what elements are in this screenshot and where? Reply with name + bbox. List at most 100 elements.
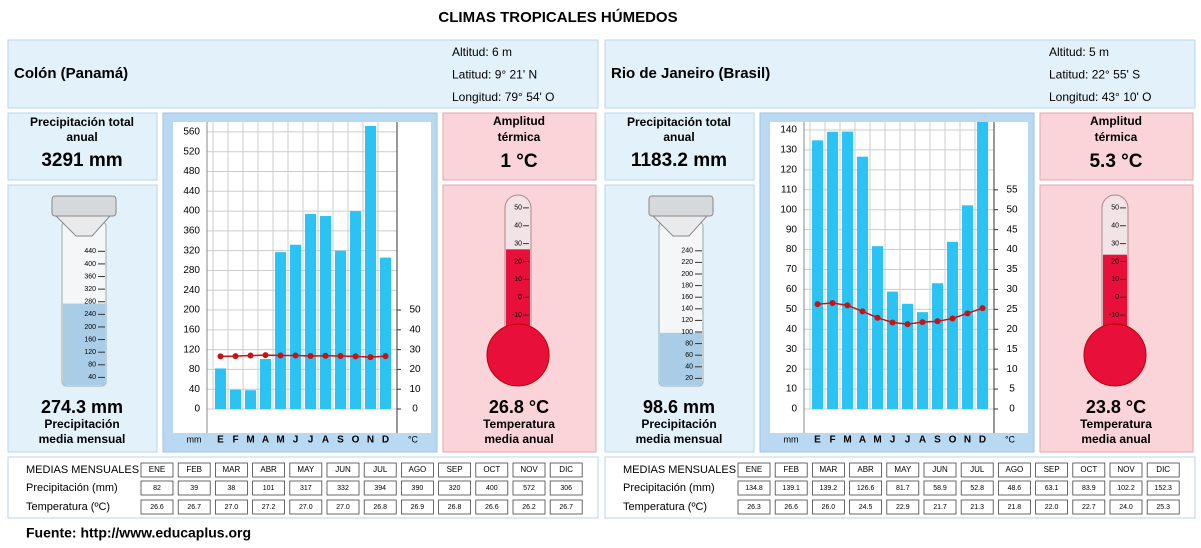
temperature-point	[217, 353, 224, 360]
thermometer-bulb	[486, 323, 550, 387]
table-cell-text: 332	[337, 485, 349, 492]
y-tick-label: 440	[183, 186, 200, 197]
y-tick-label: 110	[781, 184, 797, 195]
table-cell-text: 26.3	[747, 504, 761, 511]
table-cell-text: 306	[560, 485, 572, 492]
table-cell-text: 126.6	[857, 485, 875, 492]
thermometer-tick-label: 50	[1111, 205, 1119, 212]
total-precip-title: anual	[663, 130, 694, 144]
table-cell	[923, 480, 957, 496]
thermometer-tick-label: 0	[518, 294, 522, 301]
y2-tick-label: 35	[1006, 264, 1018, 275]
table-row-label: Precipitación (mm)	[26, 482, 118, 494]
table-cell	[1109, 480, 1143, 496]
bar	[917, 312, 928, 409]
table-cell-text: ABR	[260, 465, 277, 474]
bar	[215, 368, 226, 409]
table-cell	[1035, 462, 1068, 478]
thermometer-tick-label: 30	[514, 240, 522, 247]
table-cell-text: 320	[449, 485, 461, 492]
y-tick-label: 360	[183, 226, 200, 237]
table-cell-text: OCT	[1080, 465, 1097, 474]
mean-precip-value: 274.3 mm	[41, 397, 123, 417]
table-cell-text: 38	[228, 485, 236, 492]
mean-temp-title: Temperatura	[483, 417, 555, 431]
mean-precip-title: Precipitación	[44, 417, 119, 431]
table-cell	[1072, 499, 1106, 515]
table-cell-text: 134.8	[745, 485, 763, 492]
amplitude-value: 1 °C	[500, 151, 537, 172]
temperature-point	[262, 352, 269, 359]
table-cell	[252, 499, 286, 515]
x-tick-label: N	[964, 435, 971, 446]
location-info: Latitud: 9° 21' N	[452, 68, 537, 82]
temperature-point	[874, 314, 881, 321]
table-cell	[549, 499, 583, 515]
beaker-tick-label: 20	[685, 375, 693, 382]
beaker-funnel	[651, 215, 709, 237]
bar	[887, 291, 898, 409]
table-cell	[923, 462, 957, 478]
table-cell-text: 26.8	[448, 504, 462, 511]
header-box	[604, 39, 1196, 109]
temperature-point	[964, 310, 971, 317]
beaker-tick-label: 60	[685, 352, 693, 359]
y-axis-label: mm	[187, 434, 202, 444]
table-cell-text: 22.7	[1082, 504, 1096, 511]
table-cell	[140, 499, 174, 515]
y-tick-label: 120	[183, 344, 200, 355]
y-tick-label: 40	[189, 384, 201, 395]
plot-area	[173, 122, 431, 433]
table-cell	[1035, 499, 1068, 515]
table-cell-text: 26.7	[187, 504, 201, 511]
y2-tick-label: 10	[409, 384, 421, 395]
total-precip-title: Precipitación total	[30, 115, 134, 129]
table-cell	[737, 499, 771, 515]
y2-axis-label: °C	[408, 434, 419, 444]
beaker-tick-label: 80	[685, 340, 693, 347]
y2-tick-label: 50	[1006, 204, 1018, 215]
table-cell	[812, 462, 845, 478]
table-cell-text: 27.0	[336, 504, 350, 511]
bar	[842, 131, 853, 410]
table-cell	[737, 480, 771, 496]
table-cell	[363, 480, 397, 496]
thermometer-tick-label: 40	[1111, 223, 1119, 230]
beaker-tick-label: 120	[681, 317, 693, 324]
y-tick-label: 70	[786, 264, 798, 275]
table-cell-text: FEB	[783, 465, 799, 474]
table-cell	[438, 480, 472, 496]
mean-temp-value: 23.8 °C	[1086, 397, 1146, 417]
thermometer-tick-label: 30	[1111, 240, 1119, 247]
amplitude-title: Amplitud	[493, 114, 545, 128]
table-cell-text: MAY	[894, 465, 911, 474]
table-cell	[475, 499, 509, 515]
amplitude-value: 5.3 °C	[1089, 151, 1142, 172]
x-tick-label: S	[934, 435, 941, 446]
beaker-tick-label: 200	[84, 324, 96, 331]
x-tick-label: O	[949, 435, 957, 446]
table-cell-text: MAY	[297, 465, 314, 474]
table-cell	[140, 480, 174, 496]
x-tick-label: M	[873, 435, 881, 446]
table-cell	[475, 462, 509, 478]
bar	[902, 303, 913, 409]
plot-area	[770, 122, 1028, 433]
bar	[380, 257, 391, 409]
x-tick-label: F	[829, 435, 835, 446]
y-tick-label: 80	[189, 364, 201, 375]
table-cell	[140, 462, 174, 478]
total-precip-title: Precipitación total	[627, 115, 731, 129]
table-cell	[177, 462, 211, 478]
table-cell-text: 26.9	[411, 504, 425, 511]
x-tick-label: S	[337, 435, 344, 446]
y2-tick-label: 40	[1006, 244, 1018, 255]
bar	[230, 389, 241, 409]
amplitude-title: térmica	[1095, 130, 1138, 144]
table-cell-text: 24.5	[859, 504, 873, 511]
y2-tick-label: 0	[412, 404, 418, 415]
beaker-rim	[648, 195, 714, 217]
beaker-tick-label: 180	[681, 282, 693, 289]
place-name: Rio de Janeiro (Brasil)	[611, 65, 770, 82]
